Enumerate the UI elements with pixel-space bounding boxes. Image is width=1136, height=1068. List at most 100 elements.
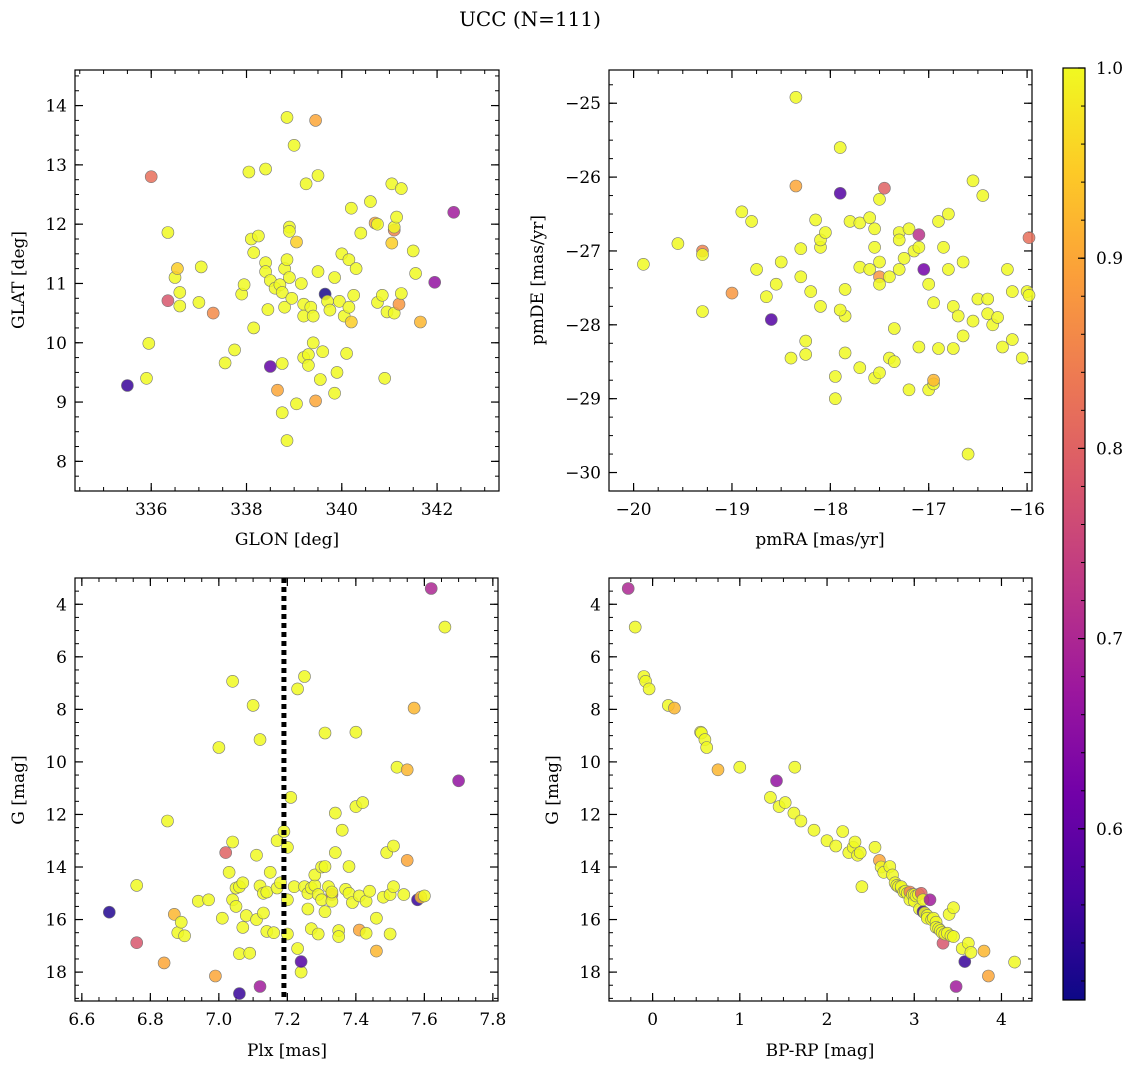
data-point [764,313,778,326]
x-tick-label: −18 [812,500,848,520]
data-point [219,846,232,859]
data-point [414,315,427,329]
figure-title: UCC (N=111) [459,7,601,31]
data-point [174,915,188,929]
data-point [383,927,397,941]
x-tick-label: 2 [822,1010,833,1030]
data-point [309,394,322,408]
data-point [291,942,304,955]
x-tick-label: −17 [911,500,947,520]
y-tick-label: 11 [45,274,67,294]
data-point [340,347,353,360]
y-tick-label: 14 [45,97,67,117]
data-point [278,300,291,314]
data-point [344,315,358,329]
data-point [236,876,250,890]
y-tick-label: 12 [45,805,67,825]
data-point [917,263,931,276]
data-point [328,271,341,284]
data-point [202,893,215,907]
data-point [778,796,792,809]
y-tick-label: 14 [45,858,67,878]
data-point [171,262,184,275]
y-tick-label: 6 [56,648,67,668]
data-point [447,206,461,219]
data-point [294,955,308,968]
data-point [409,267,422,280]
data-point [283,271,296,284]
data-point [787,806,801,820]
y-tick-label: −29 [565,390,601,410]
data-point [263,865,277,879]
data-point [452,774,465,788]
data-point [794,242,808,255]
data-point [121,379,134,392]
data-point [804,285,818,298]
data-point [621,582,635,595]
data-point [696,248,709,261]
data-point [902,222,916,236]
data-point [1022,288,1036,302]
data-point [349,725,363,739]
data-point [868,840,882,854]
data-point [349,262,363,275]
data-point [280,253,294,267]
x-axis-label: GLON [deg] [235,530,339,550]
panel-frame [74,577,499,1002]
data-point [942,207,955,221]
data-point [390,210,403,224]
data-point [397,888,411,901]
data-point [828,392,842,406]
data-point [799,334,813,348]
data-point [178,929,191,943]
data-point [316,345,330,359]
data-point [966,174,980,188]
data-point [878,181,891,195]
data-point [956,255,970,269]
data-point [294,277,308,290]
data-point [735,205,749,219]
data-point [966,314,980,328]
data-point [328,846,342,859]
data-point [161,814,174,828]
x-tick-label: −20 [616,500,652,520]
x-tick-label: 4 [996,1010,1007,1030]
data-point [342,300,356,314]
y-tick-label: −25 [565,94,601,114]
x-tick-label: 3 [909,1010,920,1030]
data-point [330,366,344,379]
x-axis-label: Plx [mas] [247,1041,327,1061]
data-point [206,306,220,320]
y-axis-label: pmDE [mas/yr] [528,215,548,345]
data-point [359,926,373,940]
data-point [385,236,399,250]
y-tick-label: 12 [579,805,601,825]
panel-points [621,582,1021,993]
colorbar-tick-label: 0.8 [1096,439,1123,459]
data-point [311,265,325,278]
data-point [912,340,926,354]
data-point [309,114,322,127]
data-point [927,373,940,387]
colorbar: 0.6 0.7 0.8 0.9 1.0 [1062,59,1123,1001]
data-point [725,286,739,300]
data-point [996,340,1009,354]
colorbar-bar [1062,67,1086,1001]
x-axis-label: pmRA [mas/yr] [755,530,884,550]
y-tick-label: 10 [45,753,67,773]
data-point [280,111,294,124]
y-tick-label: 4 [590,595,601,615]
data-point [991,311,1004,324]
data-point [912,241,926,254]
data-point [836,825,850,838]
panel-pmra-pmde: −20 −19 −18 −17 −16 −30 −29 −28 −27 −26 −25 pmRA [… [528,69,1045,550]
data-point [280,434,294,447]
data-point [873,255,886,269]
data-point [275,406,289,420]
data-point [1005,333,1019,346]
data-point [794,814,808,828]
data-point [977,944,991,958]
data-point [275,286,289,299]
data-point [161,226,175,239]
data-point [868,241,881,254]
